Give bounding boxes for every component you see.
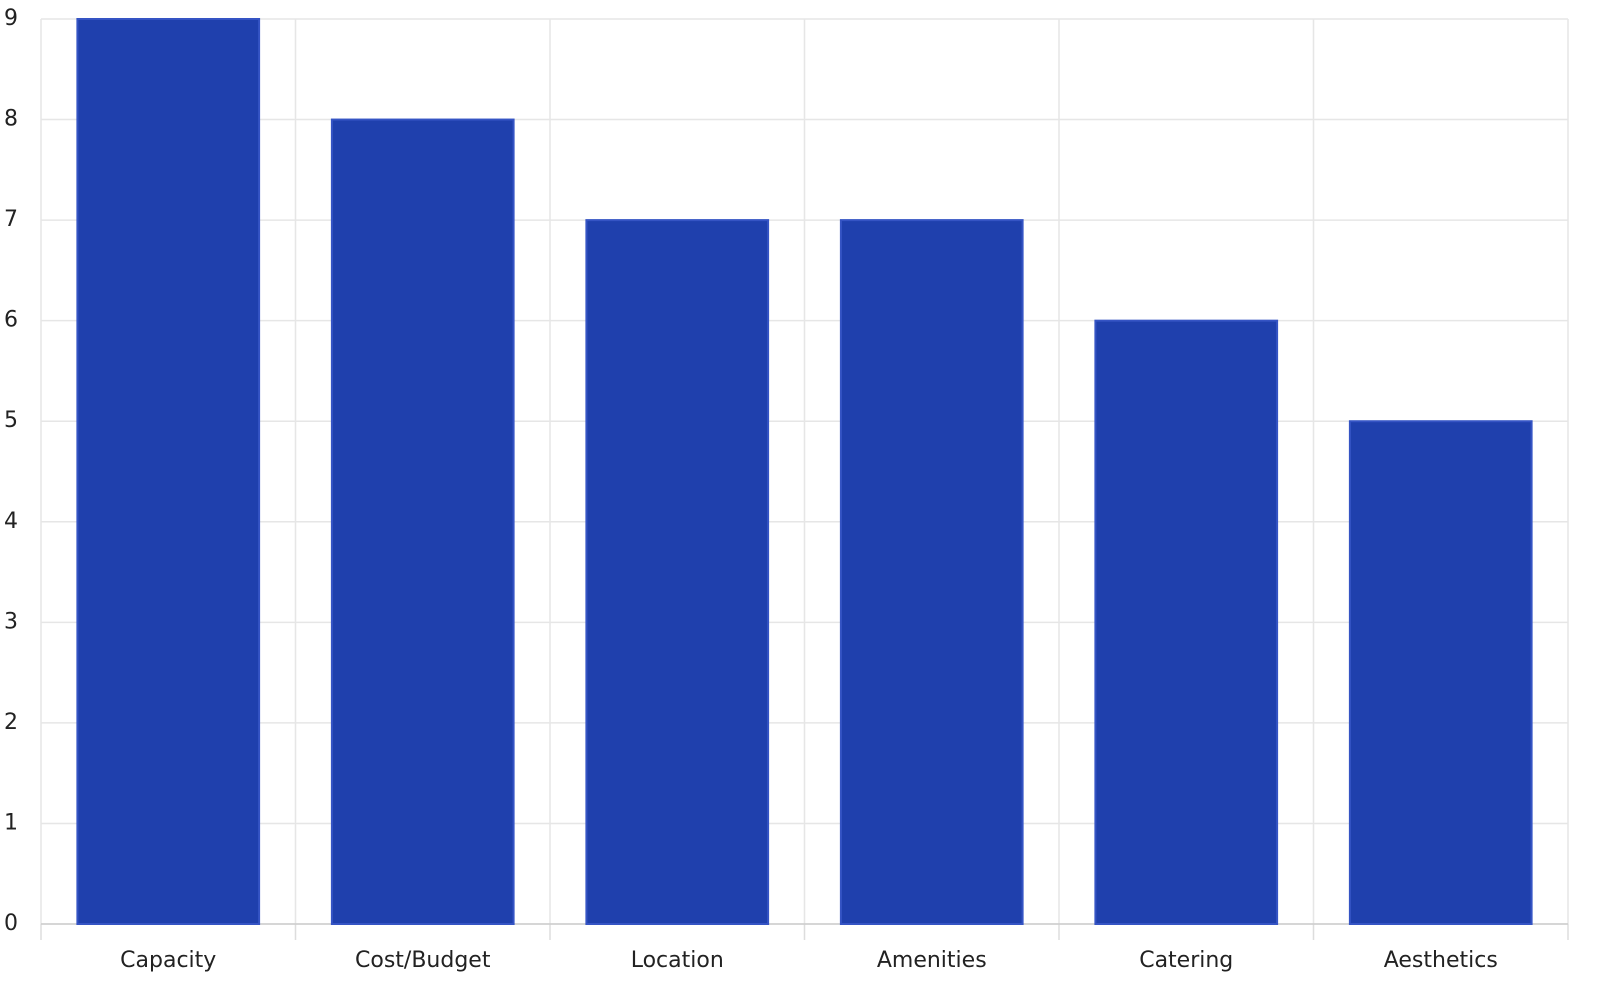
y-tick-label: 0 (4, 911, 18, 936)
bar (76, 18, 261, 925)
x-tick-label: Amenities (877, 948, 987, 973)
bar (1094, 319, 1279, 925)
x-tick-label: Capacity (120, 948, 216, 973)
y-tick-label: 3 (4, 609, 18, 634)
bar (330, 118, 515, 926)
bar (1348, 420, 1533, 925)
y-tick-label: 5 (4, 408, 18, 433)
y-tick-label: 9 (4, 6, 18, 31)
x-tick-label: Catering (1139, 948, 1233, 973)
y-tick-label: 1 (4, 810, 18, 835)
y-tick-label: 8 (4, 107, 18, 132)
x-tick-label: Aesthetics (1384, 948, 1498, 973)
y-tick-label: 2 (4, 710, 18, 735)
y-tick-label: 6 (4, 308, 18, 333)
x-tick-label: Cost/Budget (355, 948, 491, 973)
x-tick-label: Location (631, 948, 724, 973)
y-tick-label: 7 (4, 207, 18, 232)
bar (585, 219, 770, 926)
bar (839, 219, 1024, 926)
y-tick-label: 4 (4, 509, 18, 534)
